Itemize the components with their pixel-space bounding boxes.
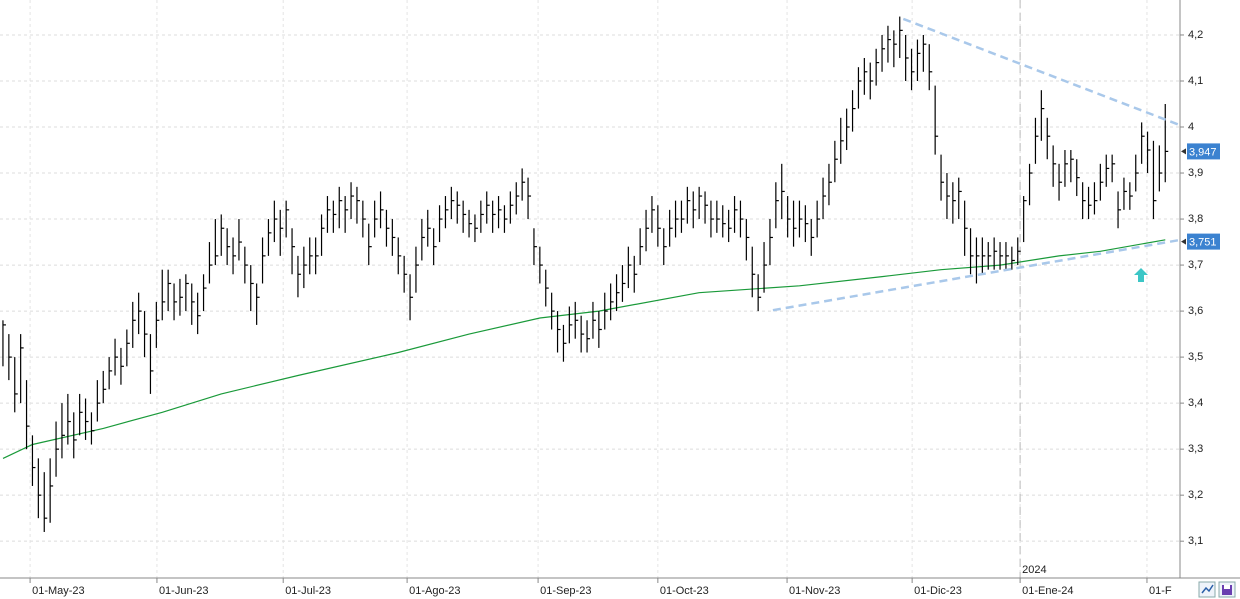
price-box: [1187, 143, 1220, 160]
zoom-icon: [1201, 584, 1214, 594]
y-tick-label: 3,8: [1188, 213, 1203, 225]
plot-area: [2, 16, 1180, 532]
x-tick-label: 01-May-23: [32, 585, 85, 597]
x-tick-label: 01-Oct-23: [660, 585, 709, 597]
x-tick-label: 01-Nov-23: [789, 585, 840, 597]
y-tick-label: 3,4: [1188, 397, 1203, 409]
x-tick-label: 01-Dic-23: [914, 585, 962, 597]
x-tick-label: 01-Jul-23: [285, 585, 331, 597]
grid: [0, 0, 1180, 578]
y-tick-label: 3,7: [1188, 259, 1203, 271]
y-tick-label: 3,6: [1188, 305, 1203, 317]
price-box: [1187, 233, 1220, 250]
y-tick-label: 3,9: [1188, 167, 1203, 179]
signal-arrow: [1134, 268, 1148, 282]
x-tick-label: 01-Ene-24: [1022, 585, 1073, 597]
x-tick-label: 01-F: [1149, 585, 1172, 597]
y-tick-label: 4,2: [1188, 29, 1203, 41]
year-label: 2024: [1022, 564, 1046, 576]
price-label: 3,947: [1189, 146, 1217, 158]
y-tick-label: 4,1: [1188, 75, 1203, 87]
y-tick-label: 3,5: [1188, 351, 1203, 363]
x-tick-label: 01-Jun-23: [159, 585, 209, 597]
price-pointer: [1181, 238, 1186, 245]
price-pointer: [1181, 148, 1186, 155]
y-tick-label: 3,2: [1188, 489, 1203, 501]
save-icon: [1222, 585, 1232, 595]
x-tick-label: 01-Sep-23: [540, 585, 591, 597]
y-tick-label: 3,3: [1188, 443, 1203, 455]
save-icon-label: [1224, 585, 1230, 589]
toolbar: [1198, 581, 1236, 598]
trendline: [772, 238, 1180, 312]
x-tick-label: 01-Ago-23: [409, 585, 460, 597]
y-tick-label: 3,1: [1188, 535, 1203, 547]
y-tick-label: 4: [1188, 121, 1194, 133]
price-label: 3,751: [1189, 237, 1217, 249]
